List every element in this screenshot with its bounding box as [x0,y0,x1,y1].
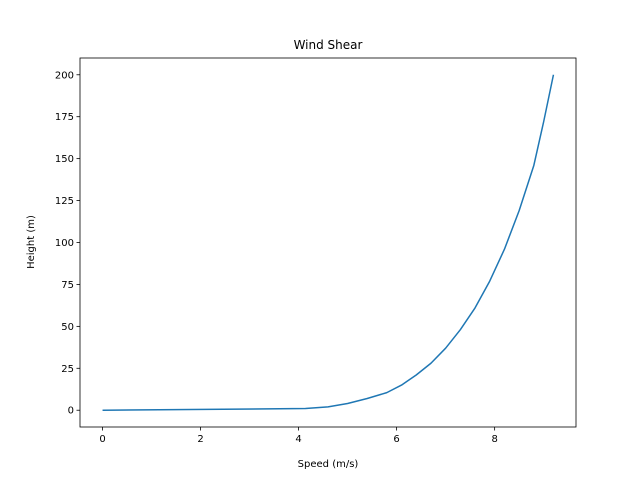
x-axis-label: Speed (m/s) [298,459,359,470]
y-tick-label: 0 [68,406,74,417]
y-tick-label: 125 [55,196,74,207]
x-tick-label: 2 [197,434,203,445]
chart-title: Wind Shear [294,38,363,52]
y-tick-label: 200 [55,70,74,81]
x-tick-label: 0 [99,434,105,445]
x-tick-label: 8 [491,434,497,445]
y-tick-label: 175 [55,112,74,123]
x-tick-label: 4 [295,434,301,445]
y-tick-label: 150 [55,154,74,165]
x-tick-label: 6 [393,434,399,445]
y-tick-label: 25 [61,364,74,375]
y-axis-ticks: 0 25 50 75 100 125 150 175 200 [55,70,80,417]
plot-area: 0 2 4 6 8 0 25 50 75 100 125 150 175 200 [55,57,577,445]
y-tick-label: 100 [55,238,74,249]
series-line [102,74,555,411]
y-tick-label: 50 [61,322,74,333]
y-tick-label: 75 [61,280,74,291]
y-axis-label: Height (m) [26,215,37,269]
x-axis-ticks: 0 2 4 6 8 [99,427,498,445]
series-layer [102,74,555,411]
